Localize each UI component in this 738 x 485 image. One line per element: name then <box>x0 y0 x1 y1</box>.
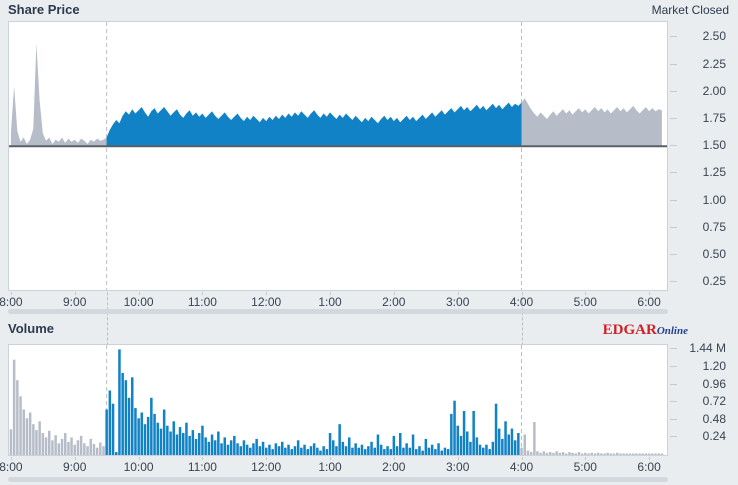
x-tick-mark <box>649 292 651 295</box>
y-axis-label: 2.25 <box>702 56 726 71</box>
x-axis-label: 5:00 <box>573 295 597 309</box>
x-axis-label: 6:00 <box>637 295 661 309</box>
x-tick-mark <box>74 292 76 295</box>
x-tick-mark <box>649 457 651 460</box>
x-tick-mark <box>585 457 587 460</box>
y-tick-mark <box>670 401 677 403</box>
y-tick-mark <box>670 418 677 420</box>
volume-x-axis: 8:00 9:00 10:00 11:00 12:00 1:00 2:00 3:00 4:00 5… <box>0 457 667 474</box>
x-tick-mark <box>10 457 12 460</box>
x-axis-label: 10:00 <box>123 295 154 309</box>
x-tick-mark <box>266 292 268 295</box>
volume-header: Volume EDGAROnline <box>0 319 738 339</box>
x-axis-label: 9:00 <box>63 460 87 474</box>
y-axis-label: 0.48 <box>702 411 726 426</box>
share-price-scrollbar[interactable] <box>8 309 668 314</box>
share-price-x-axis: 8:00 9:00 10:00 11:00 12:00 1:00 2:00 3:00 4:00 5… <box>0 292 667 309</box>
y-tick-mark <box>670 172 677 174</box>
y-axis-label: 1.75 <box>702 111 726 125</box>
x-axis-label: 8:00 <box>0 460 23 474</box>
x-axis-label: 1:00 <box>318 295 342 309</box>
edgar-logo-text: EDGAR <box>602 322 657 338</box>
y-axis-label: 0.72 <box>702 394 726 409</box>
y-axis-label: 1.20 <box>702 359 726 373</box>
volume-scrollbar[interactable] <box>8 477 668 482</box>
y-axis-label: 2.00 <box>702 83 726 98</box>
x-axis-label: 3:00 <box>446 460 470 474</box>
y-tick-mark <box>670 90 677 92</box>
share-price-title: Share Price <box>8 2 80 17</box>
x-tick-mark <box>74 457 76 460</box>
x-axis-label: 1:00 <box>318 460 342 474</box>
y-tick-mark <box>670 436 677 438</box>
share-price-chart[interactable] <box>8 21 668 291</box>
y-tick-mark <box>670 366 677 367</box>
x-axis-label: 10:00 <box>123 460 154 474</box>
y-axis-label: 1.25 <box>702 165 726 180</box>
share-price-y-axis: 2.50 2.25 2.00 1.75 1.50 1.25 1.00 0.75 0.50 0.25 <box>668 21 732 291</box>
y-tick-mark <box>670 199 677 201</box>
x-tick-mark <box>10 292 12 295</box>
volume-title: Volume <box>8 321 54 336</box>
x-tick-mark <box>330 292 331 295</box>
x-tick-mark <box>585 292 587 295</box>
x-axis-label: 4:00 <box>509 460 534 474</box>
x-tick-mark <box>138 457 140 460</box>
x-axis-label: 4:00 <box>509 295 534 309</box>
y-tick-mark <box>670 254 677 256</box>
x-tick-mark <box>521 457 523 460</box>
x-axis-label: 9:00 <box>63 295 87 309</box>
x-tick-mark <box>393 457 395 460</box>
x-axis-label: 3:00 <box>446 295 470 309</box>
x-tick-mark <box>266 457 268 460</box>
x-axis-label: 5:00 <box>573 460 597 474</box>
y-tick-mark <box>670 226 677 228</box>
y-tick-mark <box>670 348 677 350</box>
y-tick-mark <box>670 383 677 385</box>
x-axis-label: 6:00 <box>637 460 661 474</box>
y-axis-label: 2.50 <box>702 29 726 44</box>
edgar-online-logo: EDGAROnline <box>603 321 688 339</box>
y-axis-label: 1.50 <box>702 138 726 153</box>
y-tick-mark <box>670 118 677 119</box>
online-logo-text: Online <box>656 325 688 337</box>
x-tick-mark <box>202 457 204 460</box>
x-axis-label: 12:00 <box>251 295 282 309</box>
y-axis-label: 0.75 <box>702 219 726 234</box>
y-axis-label: 0.25 <box>702 274 726 289</box>
y-tick-mark <box>670 145 677 147</box>
x-tick-mark <box>393 292 395 295</box>
x-tick-mark <box>138 292 140 295</box>
volume-chart[interactable] <box>8 344 668 456</box>
y-tick-mark <box>670 63 677 65</box>
market-status-label: Market Closed <box>651 3 729 17</box>
y-axis-label: 0.24 <box>702 429 726 444</box>
x-tick-mark <box>457 292 459 295</box>
y-axis-label: 0.96 <box>702 376 726 391</box>
y-tick-mark <box>670 36 677 38</box>
x-tick-mark <box>457 457 459 460</box>
x-axis-label: 2:00 <box>382 460 406 474</box>
y-tick-mark <box>670 281 677 283</box>
y-axis-label: 1.44 M <box>689 341 726 356</box>
x-axis-label: 8:00 <box>0 295 23 309</box>
x-tick-mark <box>330 457 331 460</box>
x-tick-mark <box>202 292 204 295</box>
volume-y-axis: 1.44 M 1.20 0.96 0.72 0.48 0.24 <box>668 341 732 456</box>
x-tick-mark <box>521 292 523 295</box>
y-axis-label: 0.50 <box>702 247 726 262</box>
x-axis-label: 2:00 <box>382 295 406 309</box>
x-axis-label: 12:00 <box>251 460 282 474</box>
x-axis-label: 11:00 <box>187 460 217 474</box>
y-axis-label: 1.00 <box>702 192 726 207</box>
share-price-header: Share Price Market Closed <box>0 0 738 20</box>
x-axis-label: 11:00 <box>187 295 217 309</box>
